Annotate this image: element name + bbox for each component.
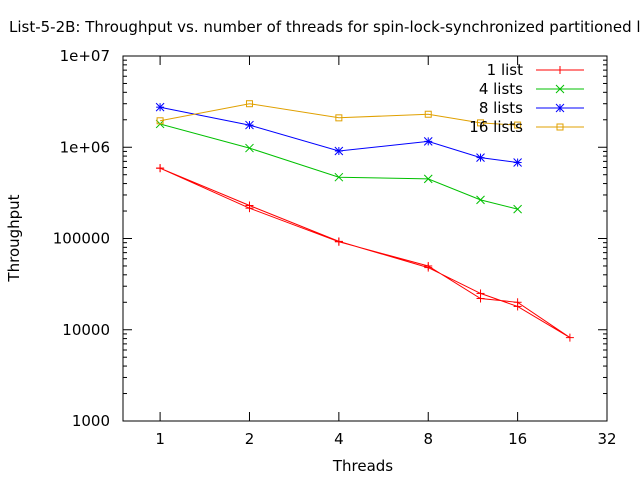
marker-stroke	[476, 153, 485, 162]
marker-stroke	[514, 121, 522, 129]
legend-label: 1 list	[487, 61, 523, 79]
marker-stroke	[156, 117, 164, 125]
point-marker	[556, 123, 564, 131]
x-tick-label: 1	[155, 430, 165, 448]
x-axis: 1 2 4 8 16 32	[155, 56, 617, 448]
y-tick-label: 1000	[72, 412, 110, 430]
x-tick-label: 4	[334, 430, 344, 448]
marker-stroke	[555, 103, 565, 113]
marker-stroke	[245, 100, 253, 108]
y-tick-label: 10000	[62, 321, 110, 339]
y-tick-label: 1e+07	[60, 47, 110, 65]
marker-stroke	[334, 172, 344, 182]
marker-stroke	[513, 204, 522, 214]
point-marker	[476, 195, 485, 205]
point-marker	[556, 66, 564, 74]
series-8-lists	[155, 102, 522, 167]
y-tick-label: 1e+06	[60, 138, 110, 156]
point-marker	[424, 110, 432, 118]
point-marker	[334, 237, 343, 246]
point-marker	[555, 103, 565, 113]
point-marker	[565, 333, 574, 342]
point-marker	[155, 102, 165, 112]
point-marker	[335, 114, 343, 122]
point-marker	[245, 100, 253, 108]
point-marker	[514, 121, 522, 129]
legend-label: 16 lists	[469, 118, 523, 136]
plot-frame	[122, 55, 608, 422]
point-marker	[513, 204, 522, 214]
point-marker	[477, 119, 485, 127]
series-16-lists	[156, 100, 522, 129]
series-line	[159, 167, 571, 339]
chart-title: List-5-2B: Throughput vs. number of thre…	[9, 18, 640, 36]
point-marker	[476, 153, 485, 162]
y-axis: 1000 10000 100000 1e+06 1e+07	[53, 47, 607, 430]
x-tick-label: 2	[245, 430, 255, 448]
legend-label: 8 lists	[479, 99, 523, 117]
marker-stroke	[423, 137, 433, 146]
point-marker	[476, 294, 485, 303]
x-tick-label: 8	[423, 430, 433, 448]
marker-stroke	[513, 158, 522, 167]
y-tick-label: 100000	[53, 230, 110, 248]
series-line	[159, 123, 518, 210]
point-marker	[334, 172, 344, 182]
x-axis-label: Threads	[332, 457, 393, 475]
marker-stroke	[245, 143, 254, 153]
legend-label: 4 lists	[479, 80, 523, 98]
series-line	[160, 103, 518, 126]
point-marker	[156, 117, 164, 125]
marker-stroke	[334, 146, 344, 156]
point-marker	[245, 204, 254, 213]
marker-stroke	[555, 84, 565, 94]
x-tick-label: 32	[597, 430, 616, 448]
point-marker	[423, 174, 433, 184]
marker-stroke	[155, 102, 165, 112]
point-marker	[245, 143, 254, 153]
marker-stroke	[476, 195, 485, 205]
point-marker	[513, 158, 522, 167]
series-4-lists	[155, 119, 522, 214]
marker-stroke	[556, 123, 564, 131]
series-line	[160, 106, 518, 163]
point-marker	[513, 298, 522, 307]
marker-stroke	[423, 174, 433, 184]
point-marker	[156, 164, 165, 173]
series-1-list	[156, 164, 574, 342]
point-marker	[334, 146, 344, 156]
x-tick-label: 16	[508, 430, 527, 448]
point-marker	[423, 137, 433, 146]
point-marker	[245, 120, 254, 130]
point-marker	[555, 84, 565, 94]
point-marker	[424, 261, 433, 270]
marker-stroke	[477, 119, 485, 127]
marker-stroke	[245, 120, 254, 130]
marker-stroke	[335, 114, 343, 122]
marker-stroke	[424, 110, 432, 118]
series-layer	[155, 100, 574, 342]
y-axis-label: Throughput	[5, 194, 23, 282]
